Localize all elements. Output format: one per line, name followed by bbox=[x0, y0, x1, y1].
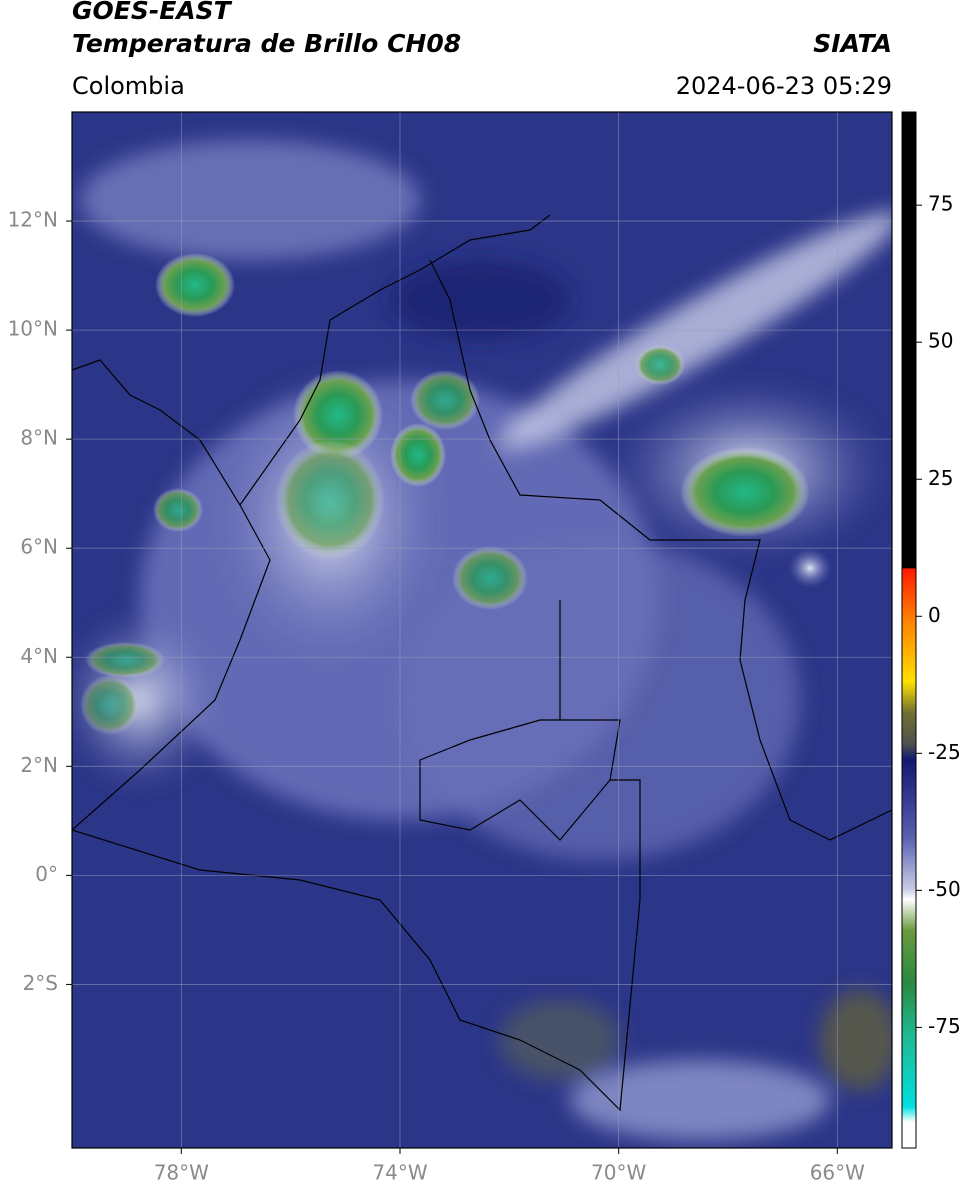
x-tick-label: 66°W bbox=[810, 1161, 865, 1185]
map-frame bbox=[71, 111, 893, 1149]
colorbar-tick-label: 0 bbox=[928, 603, 941, 627]
y-tick-label: 6°N bbox=[20, 535, 58, 559]
y-tick-label: 2°N bbox=[20, 753, 58, 777]
colorbar-tick-label: 50 bbox=[928, 329, 953, 353]
colorbar-tick-label: -50 bbox=[928, 877, 961, 901]
title: GOES-EAST bbox=[72, 0, 233, 25]
subtitle: Temperatura de Brillo CH08 bbox=[72, 29, 461, 58]
datetime: 2024-06-23 05:29 bbox=[676, 72, 892, 100]
graticule bbox=[72, 112, 892, 1148]
y-tick-label: 2°S bbox=[23, 971, 58, 995]
colorbar-tick-label: -25 bbox=[928, 740, 961, 764]
colorbar bbox=[901, 111, 917, 1149]
x-tick-label: 78°W bbox=[154, 1161, 209, 1185]
x-tick-label: 70°W bbox=[591, 1161, 646, 1185]
y-tick-label: 0° bbox=[35, 862, 58, 886]
colorbar-tick-label: -75 bbox=[928, 1014, 961, 1038]
y-tick-label: 10°N bbox=[8, 317, 58, 341]
x-tick-label: 74°W bbox=[372, 1161, 427, 1185]
y-tick-label: 4°N bbox=[20, 644, 58, 668]
colorbar-tick-label: 75 bbox=[928, 192, 953, 216]
colorbar-tick-label: 25 bbox=[928, 466, 953, 490]
y-tick-label: 12°N bbox=[8, 208, 58, 232]
source: SIATA bbox=[813, 29, 892, 58]
y-tick-label: 8°N bbox=[20, 426, 58, 450]
region: Colombia bbox=[72, 72, 185, 100]
satellite-image bbox=[72, 112, 892, 1148]
